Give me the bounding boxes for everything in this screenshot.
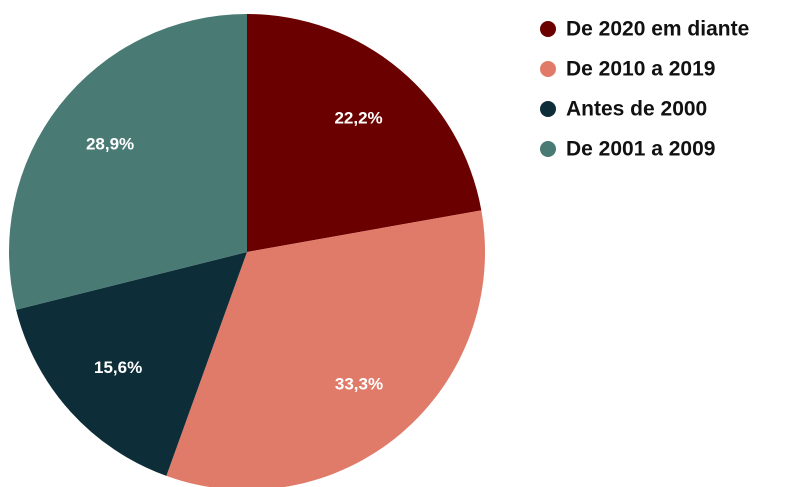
legend-marker (540, 61, 556, 77)
legend-marker (540, 21, 556, 37)
legend-label: De 2020 em diante (566, 18, 749, 41)
slice-label: 15,6% (94, 358, 142, 377)
pie-slice (247, 14, 482, 252)
slice-label: 22,2% (334, 108, 382, 127)
pie-slice (16, 252, 248, 476)
legend-marker (540, 141, 556, 157)
legend-label: De 2001 a 2009 (566, 138, 715, 161)
slice-label: 33,3% (335, 374, 383, 393)
pie-slice (166, 210, 485, 487)
legend-marker (540, 101, 556, 117)
legend-label: De 2010 a 2019 (566, 58, 715, 81)
legend-label: Antes de 2000 (566, 98, 707, 121)
pie-slice (8, 14, 247, 310)
slice-label: 28,9% (86, 135, 134, 154)
